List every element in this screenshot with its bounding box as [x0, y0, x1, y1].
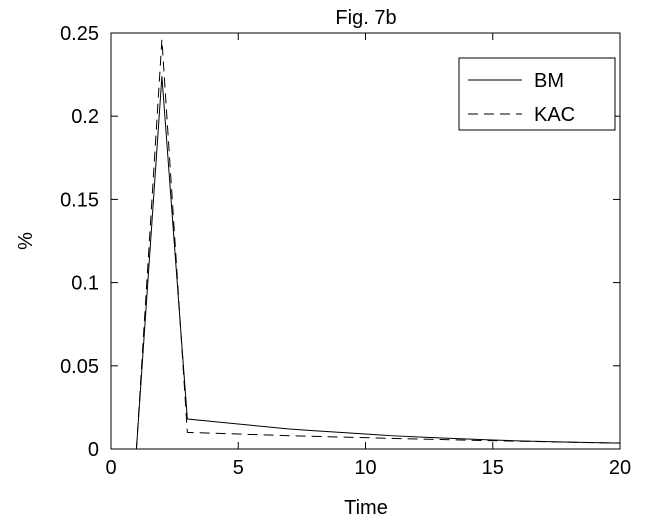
y-tick-label: 0 — [88, 439, 99, 461]
chart-title: Fig. 7b — [335, 7, 396, 29]
y-tick-label: 0.2 — [71, 106, 99, 128]
legend: BM KAC — [458, 57, 616, 131]
y-tick-label: 0.15 — [60, 189, 99, 211]
y-axis-ticks: 0 0.05 0.1 0.15 0.2 0.25 — [60, 23, 620, 461]
y-tick-label: 0.1 — [71, 273, 99, 295]
legend-label-bm: BM — [534, 70, 564, 92]
y-tick-label: 0.25 — [60, 23, 99, 45]
x-axis-label: Time — [344, 497, 388, 519]
x-tick-label: 0 — [105, 457, 116, 479]
x-tick-label: 5 — [233, 457, 244, 479]
y-axis-label: % — [15, 232, 37, 250]
x-tick-label: 15 — [482, 457, 504, 479]
series-group — [135, 39, 621, 450]
x-tick-label: 20 — [609, 457, 631, 479]
x-axis-ticks: 0 5 10 15 20 — [105, 33, 631, 479]
legend-box — [458, 57, 616, 131]
series-line-kac — [135, 39, 621, 450]
y-tick-label: 0.05 — [60, 356, 99, 378]
x-tick-label: 10 — [354, 457, 376, 479]
legend-label-kac: KAC — [534, 104, 575, 126]
